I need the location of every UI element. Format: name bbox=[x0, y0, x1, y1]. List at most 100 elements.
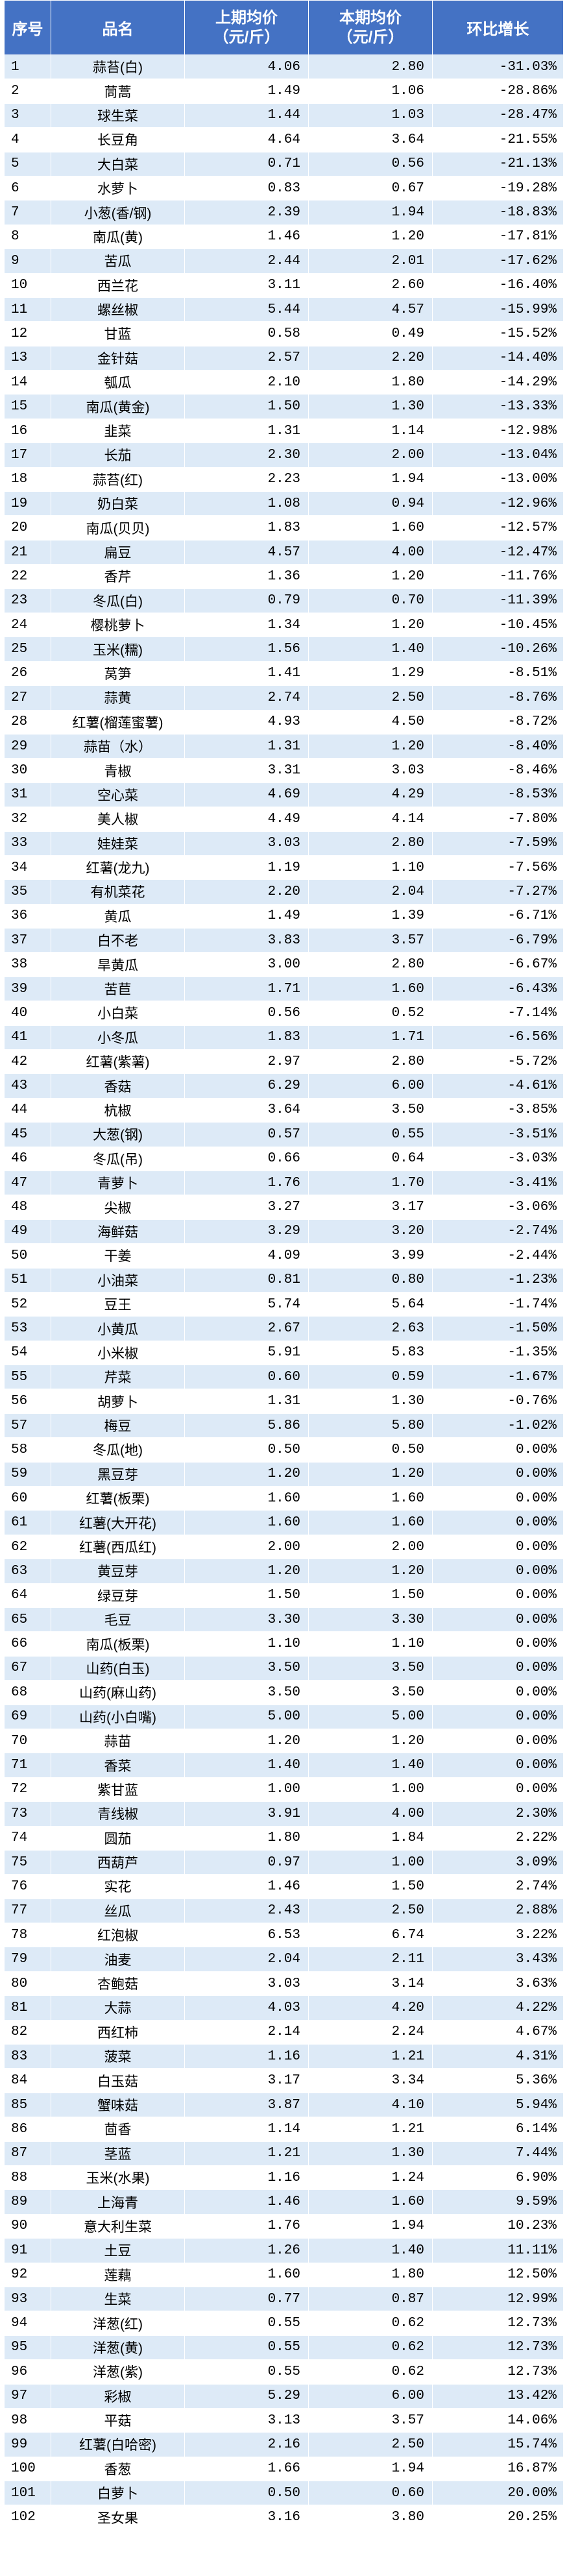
row-curr-price: 4.10 bbox=[308, 2092, 433, 2118]
row-curr-price: 3.50 bbox=[308, 1655, 433, 1681]
row-name: 蒜苔(白) bbox=[51, 54, 185, 80]
row-change: -3.06% bbox=[432, 1195, 564, 1220]
row-change: -1.50% bbox=[432, 1316, 564, 1341]
table-row: 95 洋葱(黄) 0.55 0.62 12.73% bbox=[4, 2335, 564, 2361]
row-name: 红薯(龙九) bbox=[51, 855, 185, 881]
row-index: 81 bbox=[4, 1995, 51, 2021]
row-prev-price: 3.91 bbox=[184, 1801, 309, 1827]
table-row: 42 红薯(紫薯) 2.97 2.80 -5.72% bbox=[4, 1049, 564, 1075]
row-name: 海鲜菇 bbox=[51, 1219, 185, 1245]
row-change: -12.57% bbox=[432, 515, 564, 541]
row-name: 上海青 bbox=[51, 2189, 185, 2215]
row-prev-price: 2.57 bbox=[184, 345, 309, 371]
row-prev-price: 3.83 bbox=[184, 928, 309, 953]
row-curr-price: 1.60 bbox=[308, 2189, 433, 2215]
row-change: -17.62% bbox=[432, 249, 564, 274]
row-name: 杏鲍菇 bbox=[51, 1971, 185, 1997]
row-curr-price: 1.94 bbox=[308, 2456, 433, 2482]
table-row: 73 青线椒 3.91 4.00 2.30% bbox=[4, 1801, 564, 1827]
row-index: 84 bbox=[4, 2068, 51, 2093]
row-prev-price: 1.83 bbox=[184, 1025, 309, 1051]
row-change: -12.96% bbox=[432, 491, 564, 516]
row-change: -13.00% bbox=[432, 467, 564, 492]
row-name: 彩椒 bbox=[51, 2383, 185, 2409]
row-change: -7.14% bbox=[432, 1001, 564, 1026]
row-curr-price: 2.80 bbox=[308, 1049, 433, 1075]
row-prev-price: 0.77 bbox=[184, 2286, 309, 2312]
row-change: -8.72% bbox=[432, 709, 564, 735]
row-index: 78 bbox=[4, 1923, 51, 1948]
row-index: 80 bbox=[4, 1971, 51, 1997]
row-change: -8.40% bbox=[432, 733, 564, 759]
row-prev-price: 3.13 bbox=[184, 2407, 309, 2433]
row-change: 0.00% bbox=[432, 1655, 564, 1681]
row-change: 2.30% bbox=[432, 1801, 564, 1827]
row-index: 60 bbox=[4, 1486, 51, 1511]
table-row: 30 青椒 3.31 3.03 -8.46% bbox=[4, 758, 564, 783]
row-index: 9 bbox=[4, 249, 51, 274]
row-name: 小米椒 bbox=[51, 1340, 185, 1366]
table-row: 66 南瓜(板栗) 1.10 1.10 0.00% bbox=[4, 1631, 564, 1657]
row-name: 红薯(板栗) bbox=[51, 1486, 185, 1511]
row-index: 12 bbox=[4, 321, 51, 346]
row-name: 黄瓜 bbox=[51, 903, 185, 929]
row-prev-price: 1.76 bbox=[184, 2213, 309, 2239]
row-prev-price: 4.64 bbox=[184, 127, 309, 152]
row-name: 青萝卜 bbox=[51, 1170, 185, 1196]
table-row: 90 意大利生菜 1.76 1.94 10.23% bbox=[4, 2213, 564, 2239]
row-index: 85 bbox=[4, 2092, 51, 2118]
row-change: -3.51% bbox=[432, 1122, 564, 1147]
row-prev-price: 4.03 bbox=[184, 1995, 309, 2021]
row-index: 70 bbox=[4, 1728, 51, 1754]
row-change: -2.44% bbox=[432, 1243, 564, 1269]
row-prev-price: 0.57 bbox=[184, 1122, 309, 1147]
table-row: 54 小米椒 5.91 5.83 -1.35% bbox=[4, 1340, 564, 1366]
row-curr-price: 1.30 bbox=[308, 394, 433, 419]
row-index: 26 bbox=[4, 661, 51, 687]
row-name: 冬瓜(吊) bbox=[51, 1146, 185, 1171]
row-name: 莴笋 bbox=[51, 661, 185, 687]
row-index: 59 bbox=[4, 1461, 51, 1487]
row-change: 4.22% bbox=[432, 1995, 564, 2021]
row-change: -3.03% bbox=[432, 1146, 564, 1171]
table-row: 21 扁豆 4.57 4.00 -12.47% bbox=[4, 539, 564, 565]
row-prev-price: 0.79 bbox=[184, 588, 309, 613]
row-name: 尖椒 bbox=[51, 1195, 185, 1220]
row-change: 0.00% bbox=[432, 1728, 564, 1754]
row-curr-price: 3.50 bbox=[308, 1680, 433, 1705]
row-prev-price: 1.21 bbox=[184, 2141, 309, 2166]
row-curr-price: 5.83 bbox=[308, 1340, 433, 1366]
row-name: 丝瓜 bbox=[51, 1898, 185, 1924]
row-name: 圣女果 bbox=[51, 2505, 185, 2530]
row-prev-price: 0.58 bbox=[184, 321, 309, 346]
row-change: -12.47% bbox=[432, 539, 564, 565]
row-name: 白不老 bbox=[51, 928, 185, 953]
row-index: 55 bbox=[4, 1365, 51, 1390]
row-prev-price: 1.83 bbox=[184, 515, 309, 541]
table-row: 33 娃娃菜 3.03 2.80 -7.59% bbox=[4, 831, 564, 856]
row-name: 玉米(糯) bbox=[51, 637, 185, 662]
row-change: 0.00% bbox=[432, 1631, 564, 1657]
table-row: 74 圆茄 1.80 1.84 2.22% bbox=[4, 1825, 564, 1851]
table-header-row: 序号 品名 上期均价 （元/斤） 本期均价 （元/斤） 环比增长 bbox=[4, 0, 564, 55]
row-name: 红薯(西瓜红) bbox=[51, 1534, 185, 1560]
table-row: 61 红薯(大开花) 1.60 1.60 0.00% bbox=[4, 1510, 564, 1535]
row-index: 22 bbox=[4, 564, 51, 589]
row-name: 奶白菜 bbox=[51, 491, 185, 516]
row-name: 山药(麻山药) bbox=[51, 1680, 185, 1705]
row-index: 39 bbox=[4, 976, 51, 1002]
row-index: 25 bbox=[4, 637, 51, 662]
table-row: 65 毛豆 3.30 3.30 0.00% bbox=[4, 1607, 564, 1633]
table-row: 63 黄豆芽 1.20 1.20 0.00% bbox=[4, 1559, 564, 1584]
table-row: 37 白不老 3.83 3.57 -6.79% bbox=[4, 928, 564, 953]
row-change: -1.02% bbox=[432, 1413, 564, 1439]
row-name: 青线椒 bbox=[51, 1801, 185, 1827]
row-index: 30 bbox=[4, 758, 51, 783]
row-name: 梅豆 bbox=[51, 1413, 185, 1439]
row-curr-price: 2.80 bbox=[308, 831, 433, 856]
row-index: 3 bbox=[4, 103, 51, 128]
row-curr-price: 2.60 bbox=[308, 273, 433, 298]
row-index: 27 bbox=[4, 685, 51, 711]
row-curr-price: 0.87 bbox=[308, 2286, 433, 2312]
row-change: 20.25% bbox=[432, 2505, 564, 2530]
